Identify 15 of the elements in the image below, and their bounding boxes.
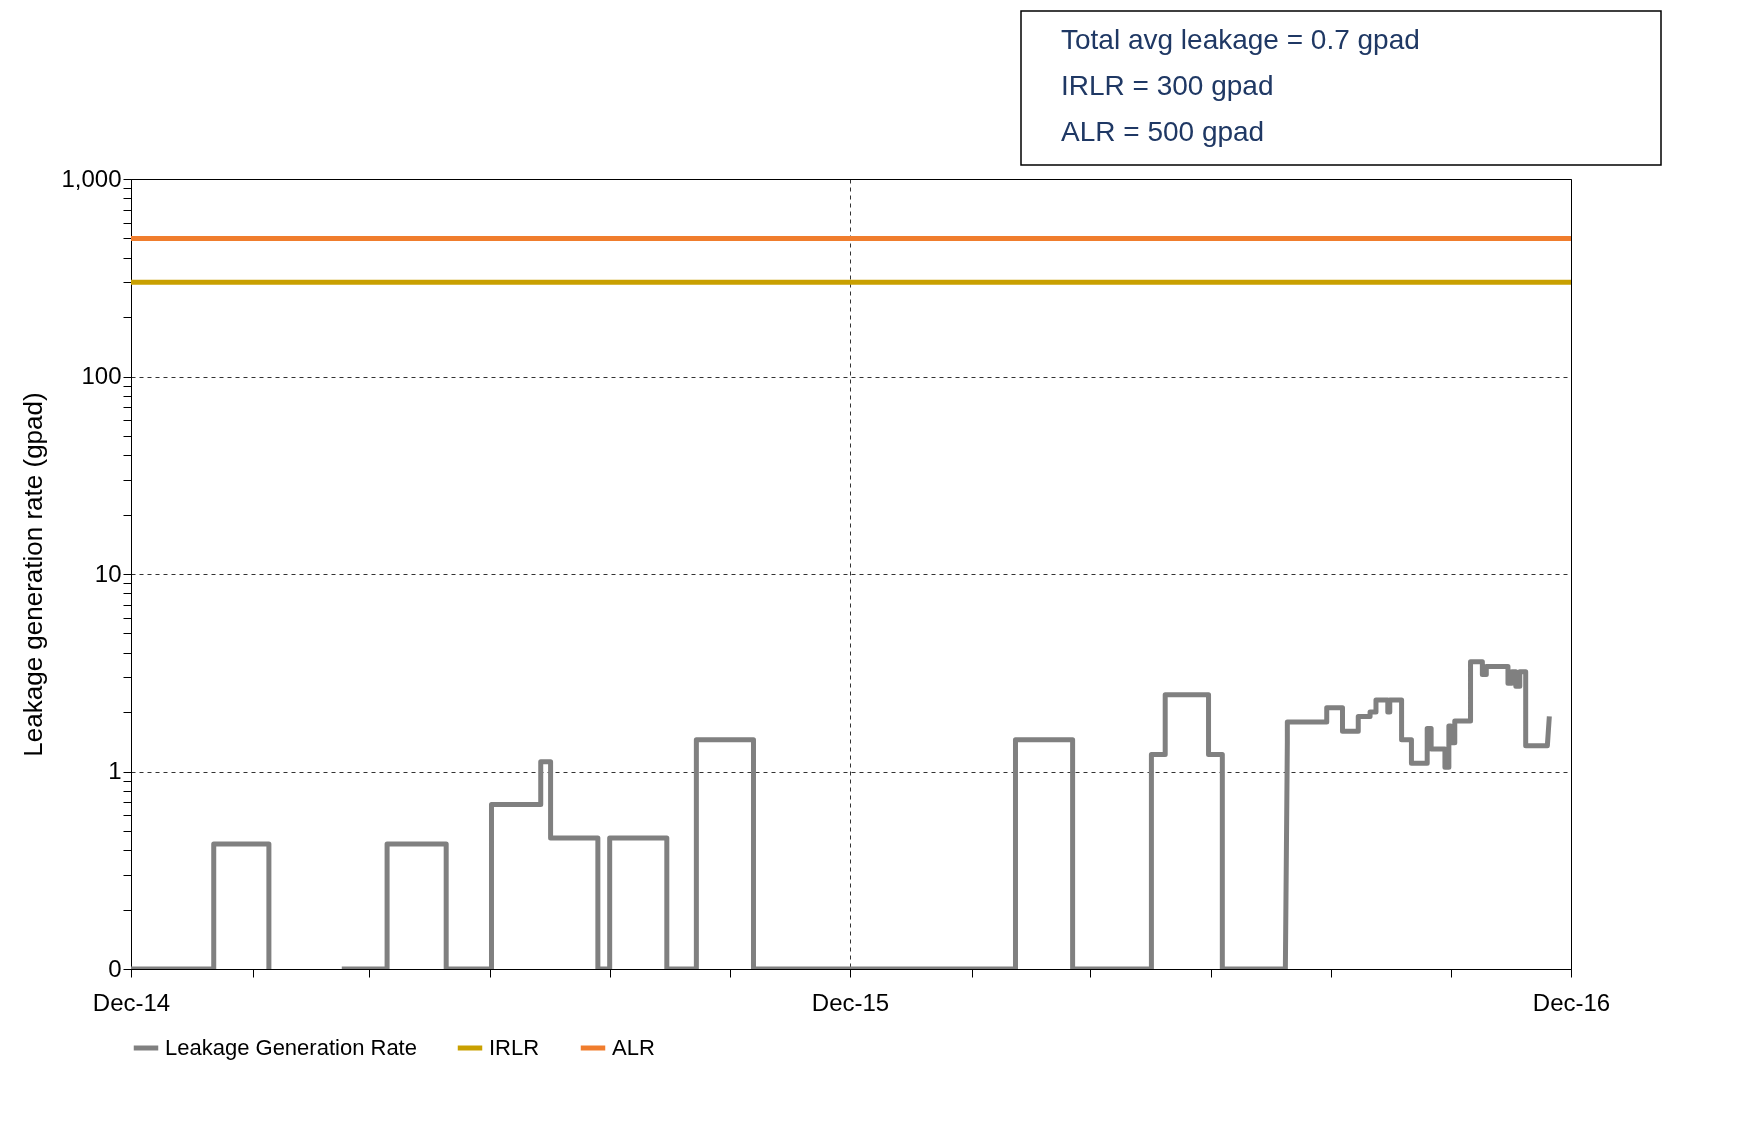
legend-label: IRLR [489, 1035, 540, 1060]
y-tick-label: 10 [94, 559, 122, 587]
y-tick-label: 1 [108, 757, 122, 784]
x-tick-label: Dec-14 [92, 988, 171, 1016]
x-tick-label: Dec-16 [1532, 988, 1611, 1016]
y-tick-label: 0 [108, 954, 122, 982]
y-tick-label: 100 [81, 362, 122, 389]
text: IRLR = 300 gpad [1061, 70, 1274, 101]
x-tick-label: Dec-15 [811, 988, 890, 1016]
text: ALR = 500 gpad [1061, 116, 1265, 147]
legend-label: Leakage Generation Rate [165, 1035, 417, 1060]
y-axis-title: Leakage generation rate (gpad) [18, 392, 49, 757]
y-tick-label: 1,000 [61, 164, 122, 192]
legend-label: ALR [612, 1035, 655, 1060]
text: Total avg leakage = 0.7 gpad [1061, 24, 1420, 55]
